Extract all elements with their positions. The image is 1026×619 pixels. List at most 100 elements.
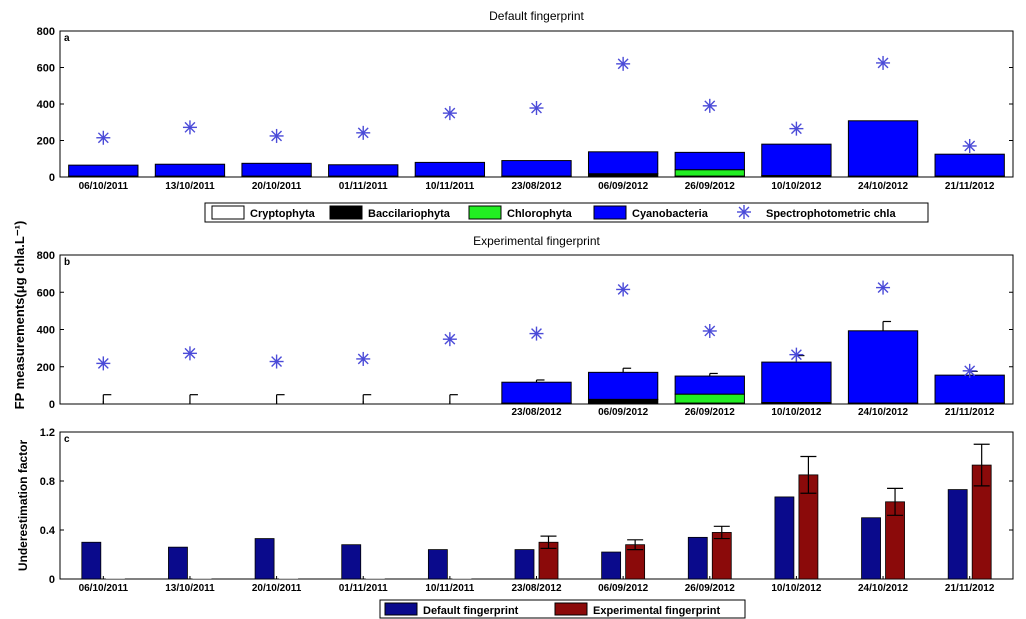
legend-swatch bbox=[593, 205, 627, 220]
spectrophotometric-marker bbox=[737, 205, 751, 219]
x-tick-label: 23/08/2012 bbox=[511, 181, 561, 192]
x-tick-label: 06/09/2012 bbox=[598, 407, 648, 418]
bar-cyanobacteria bbox=[414, 161, 486, 177]
x-tick-label: 23/08/2012 bbox=[511, 407, 561, 418]
x-tick-label: 24/10/2012 bbox=[858, 181, 908, 192]
x-tick-label: 01/11/2011 bbox=[339, 583, 388, 594]
x-tick-label: 10/11/2011 bbox=[425, 181, 474, 192]
bar-cyanobacteria bbox=[68, 164, 139, 177]
x-tick-label: 21/11/2012 bbox=[945, 181, 995, 192]
y-tick-label: 1.2 bbox=[40, 427, 55, 439]
spectrophotometric-marker bbox=[182, 120, 197, 135]
bar-baccilariophyta bbox=[587, 398, 659, 405]
spectrophotometric-marker bbox=[356, 125, 371, 140]
y-tick-label: 0 bbox=[49, 172, 55, 184]
shared-y-axis-label: FP measurements(μg chla.L⁻¹) bbox=[12, 221, 27, 410]
x-tick-label: 20/10/2011 bbox=[252, 181, 302, 192]
panel-title: Default fingerprint bbox=[489, 9, 584, 23]
bar-chlorophyta bbox=[674, 169, 745, 177]
legend-box bbox=[204, 202, 929, 223]
spectrophotometric-marker bbox=[702, 98, 717, 113]
legend-label: Spectrophotometric chla bbox=[766, 208, 896, 220]
bar-cyanobacteria bbox=[847, 120, 919, 177]
y-tick-label: 600 bbox=[37, 63, 55, 75]
legend-label: Cryptophyta bbox=[250, 208, 316, 220]
legend-swatch bbox=[211, 205, 245, 220]
y-tick-label: 0 bbox=[49, 574, 55, 586]
spectrophotometric-marker bbox=[442, 332, 457, 347]
y-tick-label: 600 bbox=[37, 287, 55, 299]
panel-letter: b bbox=[64, 257, 70, 268]
legend-item: Experimental fingerprint bbox=[554, 602, 720, 617]
legend-item: Cyanobacteria bbox=[593, 205, 709, 220]
bar-cyanobacteria bbox=[934, 374, 1005, 404]
bar-default-fingerprint bbox=[601, 551, 622, 580]
x-tick-label: 10/11/2011 bbox=[425, 583, 474, 594]
panel-letter: c bbox=[64, 434, 70, 445]
bar-cyanobacteria bbox=[674, 375, 745, 395]
y-tick-label: 800 bbox=[37, 250, 55, 262]
bar-chlorophyta bbox=[674, 393, 745, 404]
spectrophotometric-marker bbox=[182, 346, 197, 361]
x-tick-label: 26/09/2012 bbox=[685, 407, 735, 418]
bar-cyanobacteria bbox=[241, 162, 312, 177]
bar-default-fingerprint bbox=[341, 544, 362, 580]
spectrophotometric-marker bbox=[962, 138, 977, 153]
bar-cyanobacteria bbox=[328, 164, 399, 177]
spectrophotometric-marker bbox=[702, 323, 717, 338]
x-tick-label: 10/10/2012 bbox=[771, 407, 821, 418]
legend-label: Cyanobacteria bbox=[632, 208, 709, 220]
bar-default-fingerprint bbox=[947, 489, 968, 580]
y-tick-label: 200 bbox=[37, 136, 55, 148]
spectrophotometric-marker bbox=[356, 351, 371, 366]
spectrophotometric-marker bbox=[269, 128, 284, 143]
y-tick-label: 0.8 bbox=[40, 476, 55, 488]
x-tick-label: 20/10/2011 bbox=[252, 583, 302, 594]
legend-item: Cryptophyta bbox=[211, 205, 316, 220]
x-tick-label: 24/10/2012 bbox=[858, 583, 908, 594]
bar-cyanobacteria bbox=[501, 381, 572, 404]
panel-c: c 0 0.4 0.8 1.2 06/10/2011 13/10/2011 20/10/201… bbox=[16, 427, 1014, 619]
spectrophotometric-marker bbox=[269, 354, 284, 369]
bar-default-fingerprint bbox=[687, 536, 708, 580]
plot-root: a 0 200 400 600 800 06/10/2011 13/10/2011 20/10/… bbox=[16, 9, 1014, 619]
x-tick-label: 01/11/2011 bbox=[339, 181, 388, 192]
x-tick-label: 26/09/2012 bbox=[685, 583, 735, 594]
x-tick-label: 24/10/2012 bbox=[858, 407, 908, 418]
panel-title: Experimental fingerprint bbox=[473, 234, 600, 248]
spectrophotometric-marker bbox=[616, 282, 631, 297]
legend-swatch bbox=[329, 205, 363, 220]
y-tick-label: 400 bbox=[37, 99, 55, 111]
legend-panel-c: Default fingerprint Experimental fingerpr… bbox=[379, 599, 746, 619]
x-tick-label: 23/08/2012 bbox=[511, 583, 561, 594]
spectrophotometric-marker bbox=[529, 101, 544, 116]
panel-letter: a bbox=[64, 33, 70, 44]
bar-default-fingerprint bbox=[168, 546, 188, 580]
legend-item: Chlorophyta bbox=[468, 205, 573, 220]
legend-item: Baccilariophyta bbox=[329, 205, 451, 220]
spectrophotometric-marker bbox=[962, 363, 977, 378]
spectrophotometric-marker bbox=[876, 55, 891, 70]
legend-item: Default fingerprint bbox=[384, 602, 519, 617]
bar-cyanobacteria bbox=[761, 143, 832, 177]
spectrophotometric-marker bbox=[789, 121, 804, 136]
spectrophotometric-marker bbox=[442, 106, 457, 121]
bar-cyanobacteria bbox=[587, 151, 659, 175]
x-tick-label: 10/10/2012 bbox=[771, 181, 821, 192]
x-tick-label: 26/09/2012 bbox=[685, 181, 735, 192]
legend-label: Experimental fingerprint bbox=[593, 605, 720, 617]
y-tick-label: 400 bbox=[37, 325, 55, 337]
bar-cyanobacteria bbox=[587, 371, 659, 400]
bar-cyanobacteria bbox=[154, 163, 226, 177]
panel-a: a 0 200 400 600 800 06/10/2011 13/10/2011 20/10/… bbox=[37, 9, 1014, 192]
legend-swatch bbox=[384, 602, 418, 616]
spectrophotometric-marker bbox=[96, 356, 111, 371]
y-tick-label: 200 bbox=[37, 362, 55, 374]
y-tick-label: 800 bbox=[37, 26, 55, 38]
x-tick-label: 21/11/2012 bbox=[945, 583, 995, 594]
bar-default-fingerprint bbox=[861, 517, 881, 580]
bar-default-fingerprint bbox=[427, 549, 448, 580]
spectrophotometric-marker bbox=[96, 130, 111, 145]
bar-cyanobacteria bbox=[501, 160, 572, 177]
